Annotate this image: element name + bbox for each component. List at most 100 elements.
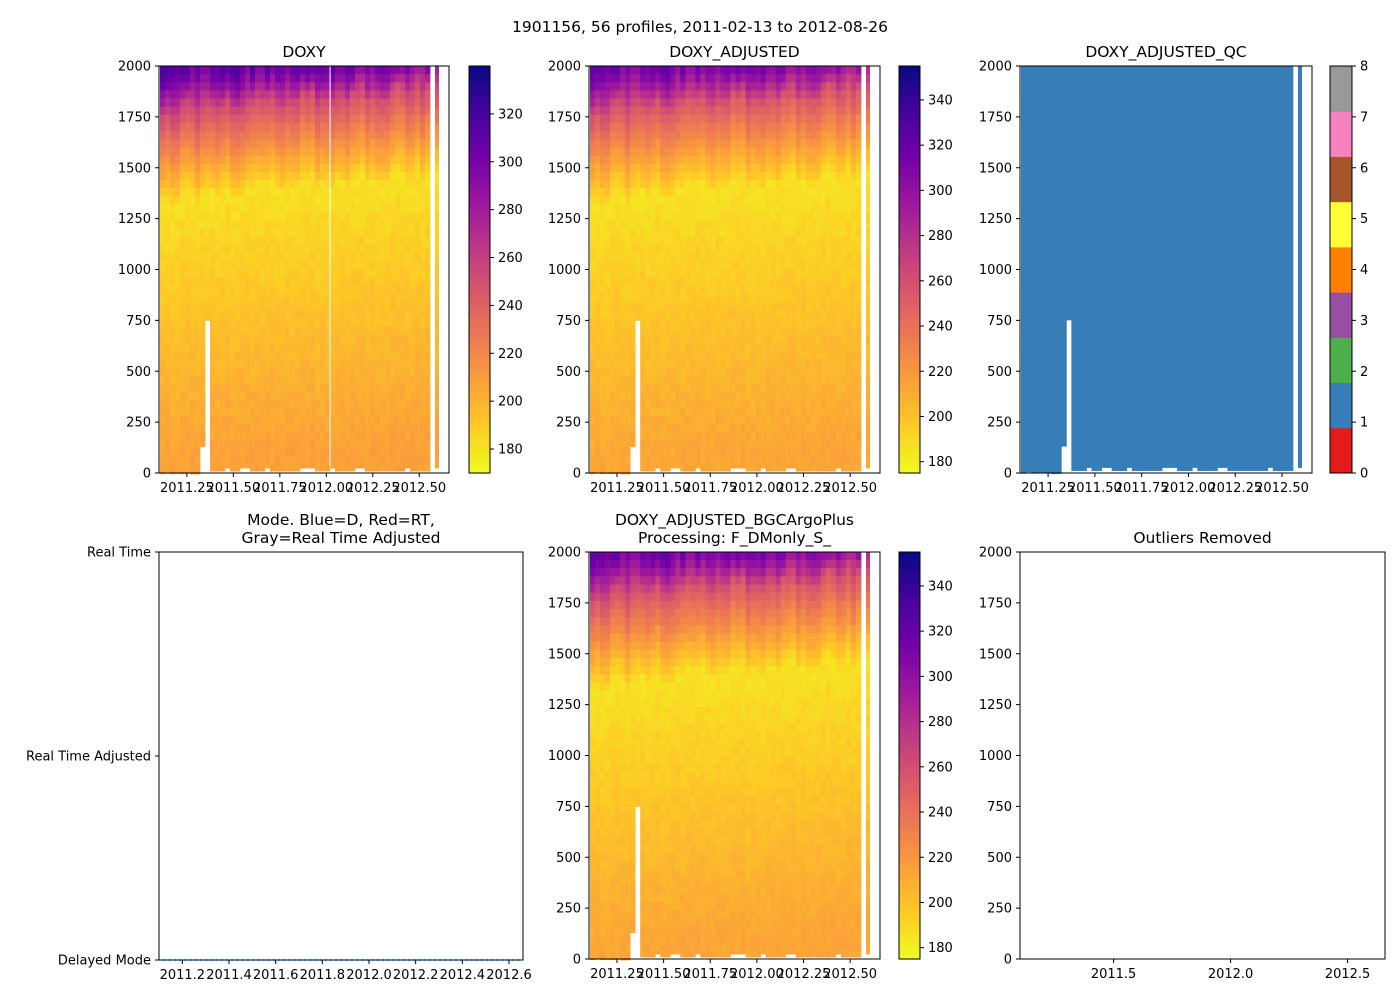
- doxy-cell: [195, 261, 201, 270]
- doxy-cell: [320, 204, 326, 214]
- doxy-cell: [180, 432, 186, 441]
- doxy-cell: [265, 98, 271, 108]
- doxy_adj-cell: [630, 131, 636, 140]
- doxy_adj-cell: [705, 245, 711, 254]
- doxy-cell: [205, 82, 211, 91]
- doxy-cell: [210, 196, 216, 205]
- doxy-cell: [265, 261, 271, 270]
- doxy_adj-cell: [725, 456, 731, 466]
- doxy-cell: [250, 106, 256, 116]
- doxy-cell: [420, 302, 426, 311]
- doxy-cell: [175, 326, 181, 336]
- doxy_adj-cell: [795, 318, 802, 327]
- doxy-cell: [270, 359, 276, 368]
- doxy-cell: [225, 261, 231, 270]
- doxy_adj-cell: [765, 383, 772, 393]
- doxy-colorbar-band: [469, 396, 490, 403]
- doxy-cell: [330, 114, 336, 124]
- doxy-cell: [165, 342, 171, 352]
- doxy-cell: [190, 122, 196, 132]
- doxy_adj-cell: [655, 310, 661, 319]
- doxy-cell: [350, 131, 356, 140]
- doxy_adj-cell: [660, 74, 666, 83]
- doxy-cell: [170, 82, 176, 91]
- doxy-cell: [285, 456, 291, 466]
- doxy_adj-cell: [670, 432, 676, 441]
- doxy-cell: [230, 318, 236, 327]
- doxy-cell: [395, 66, 401, 75]
- doxy_adj-cell: [685, 464, 691, 472]
- doxy-cell: [240, 228, 246, 238]
- doxy-cell: [345, 326, 351, 336]
- doxy-cell: [420, 277, 426, 287]
- doxy_adj-cell: [720, 122, 726, 132]
- doxy_adj-cell: [800, 310, 807, 319]
- doxy_adj-cell: [615, 359, 621, 368]
- doxy-cell: [340, 407, 346, 417]
- doxy-cell: [170, 383, 176, 393]
- doxy_adj-cell: [750, 326, 756, 336]
- doxy-cell: [370, 318, 376, 327]
- doxy-cell: [425, 448, 431, 458]
- doxy_adj-cell: [665, 464, 671, 472]
- doxy-cell: [405, 350, 411, 360]
- doxy_adj-cell: [590, 375, 596, 384]
- doxy_adj-cell: [740, 464, 746, 469]
- doxy_adj-cell: [755, 98, 762, 108]
- doxy-cell: [315, 212, 321, 222]
- doxy-cell: [295, 432, 301, 441]
- doxy-cell: [245, 196, 251, 205]
- doxy_adj-cell: [590, 131, 596, 140]
- doxy_adj-cell: [785, 440, 792, 450]
- doxy-cell: [215, 310, 221, 319]
- doxy_adj-cell: [595, 179, 601, 189]
- doxy_adj-cell: [775, 106, 782, 116]
- doxy_adj-cell: [740, 245, 746, 254]
- doxy_adj-cell: [675, 253, 681, 262]
- doxy-ytick-label: 1250: [118, 212, 151, 227]
- doxy-cell: [275, 456, 281, 466]
- doxy-cell: [365, 196, 371, 205]
- doxy_adj-cell: [785, 302, 792, 311]
- doxy_adj-cell: [705, 179, 711, 189]
- doxy-cell: [295, 90, 301, 100]
- doxy_adj-cell: [770, 253, 777, 262]
- doxy_adj-cell: [760, 391, 767, 401]
- doxy-cell: [305, 74, 311, 83]
- doxy-cell: [370, 66, 376, 75]
- doxy_adj-cell: [695, 163, 701, 173]
- doxy_adj-cell: [720, 179, 726, 189]
- doxy-cell: [410, 122, 416, 132]
- doxy-cell: [300, 220, 306, 230]
- doxy-cell: [230, 416, 236, 425]
- doxy_adj-cell: [615, 342, 621, 352]
- doxy-cell: [270, 245, 276, 254]
- doxy-cell: [220, 293, 226, 303]
- doxy-cell: [310, 253, 316, 262]
- doxy_adj-cell: [755, 82, 762, 91]
- doxy-cell: [175, 171, 181, 181]
- doxy_adj-cell: [660, 440, 666, 450]
- doxy_adj-cell: [665, 171, 671, 181]
- doxy-cell: [365, 261, 371, 270]
- doxy-cell: [185, 293, 191, 303]
- doxy_adj-cell: [645, 114, 651, 124]
- doxy_adj-cell: [655, 432, 661, 441]
- doxy-cell: [350, 448, 356, 458]
- doxy_adj-cell: [750, 424, 756, 433]
- doxy-cell: [280, 407, 286, 417]
- doxy-colorbar-band: [469, 442, 490, 449]
- doxy_adj-cell: [775, 302, 782, 311]
- doxy_adj-cell: [605, 90, 611, 100]
- doxy-cell: [210, 424, 216, 433]
- doxy_adj-cell: [785, 293, 792, 303]
- doxy_adj-cell: [735, 212, 741, 222]
- doxy-cell: [180, 383, 186, 393]
- doxy-cell: [260, 155, 266, 165]
- doxy_adj-cell: [650, 326, 656, 336]
- doxy_adj-cell: [610, 228, 616, 238]
- doxy_adj-cell: [695, 66, 701, 75]
- doxy_adj-cell: [595, 236, 601, 246]
- doxy_adj-cell: [720, 464, 726, 472]
- doxy-colorbar-band: [469, 111, 490, 118]
